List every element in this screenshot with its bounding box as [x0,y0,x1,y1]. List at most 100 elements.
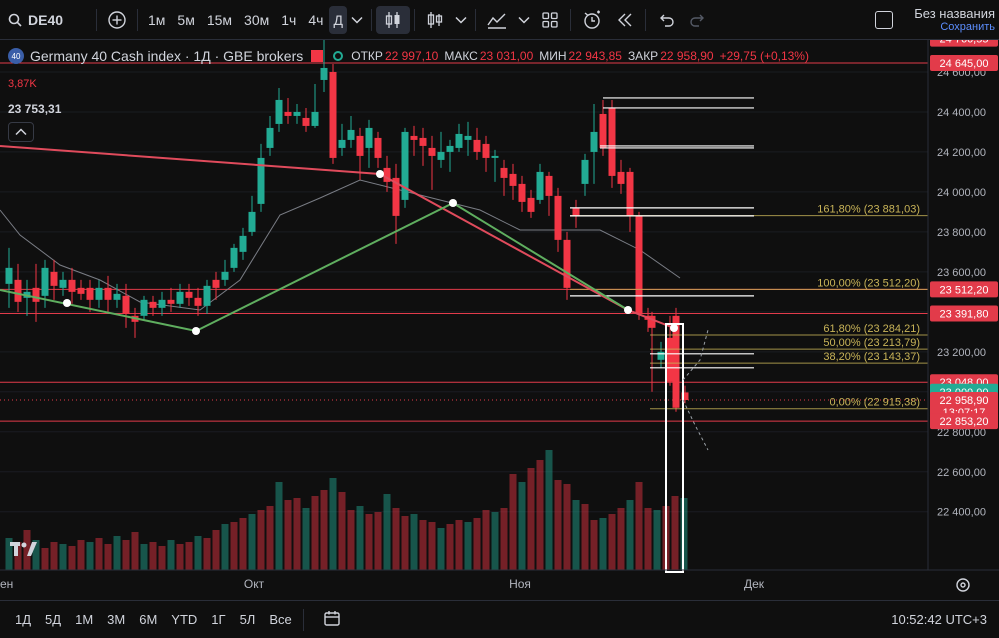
volume-bar [275,482,283,570]
save-layout-link[interactable]: Сохранить [940,21,995,33]
highlight-box [665,323,684,573]
volume-bar [617,508,625,570]
go-to-date-button[interactable] [322,608,342,631]
fib-level-label: 50,00% (23 213,79) [823,337,920,349]
candle-body [122,295,130,314]
layout-name-button[interactable]: Без названия Сохранить [914,6,995,33]
red-trend-line [0,145,675,329]
price-tick-label: 22 400,00 [937,507,986,519]
candle-body [14,279,22,302]
volume-bar [293,498,301,570]
interval-4h[interactable]: 4ч [308,11,324,28]
layout-checkbox-icon[interactable] [875,11,893,29]
range-1y[interactable]: 1Г [211,612,226,627]
market-status-icon[interactable] [333,51,344,61]
chevron-down-icon [351,16,363,24]
alert-button[interactable] [575,6,609,34]
bottom-toolbar: 1Д 5Д 1М 3М 6М YTD 1Г 5Л Все [0,600,999,638]
symbol-title[interactable]: Germany 40 Cash index · 1Д · GBE brokers [30,48,304,64]
candle-body [681,392,689,400]
interval-1m[interactable]: 1м [148,11,166,28]
chart-style-button[interactable] [419,6,451,34]
volume-bar [5,538,13,570]
indicators-button[interactable] [480,6,514,34]
interval-dropdown-button[interactable] [347,6,367,34]
candle-body [167,299,175,304]
close-value: 22 958,90 [660,49,714,63]
interval-15m[interactable]: 15м [206,11,233,28]
candle-body [284,111,292,116]
volume-bar [284,500,292,570]
redo-button[interactable] [682,6,714,34]
tradingview-logo[interactable] [10,540,38,563]
interval-1d[interactable]: Д [329,5,347,34]
volume-bar [374,512,382,570]
change-value: +29,75 (+0,13%) [719,49,809,63]
toolbar-divider [370,8,372,31]
candle-body [320,67,328,80]
price-chart[interactable]: 161,80% (23 881,03) 100,00% (23 512,20) 61… [0,40,999,600]
volume-bar [50,542,58,570]
time-tick-label: Дек [744,577,765,591]
alarm-clock-icon [584,10,600,29]
candle-body [500,167,508,178]
range-5d[interactable]: 5Д [45,612,62,627]
volume-bar [671,496,679,570]
candlesticks [5,40,689,412]
ma-line [0,179,681,311]
undo-button[interactable] [650,6,682,34]
range-6m[interactable]: 6М [139,612,158,627]
clock-display[interactable]: 10:52:42 UTC+3 [891,612,987,627]
replay-button[interactable] [609,6,641,34]
fib-level-label: 100,00% (23 512,20) [817,277,920,289]
range-1m[interactable]: 1М [75,612,94,627]
interval-1h[interactable]: 1ч [281,11,297,28]
toolbar-divider [413,8,415,31]
volume-bar [221,524,229,570]
volume-bar [239,518,247,570]
candle-body [50,271,58,286]
flag-icon[interactable] [311,50,324,62]
chevron-down-icon [518,16,530,24]
templates-button[interactable] [534,6,566,34]
range-3m[interactable]: 3М [107,612,126,627]
candles-chart-type-button[interactable] [375,5,410,34]
volume-bar [545,450,553,570]
candle-body [545,175,553,196]
range-all[interactable]: Все [269,612,292,627]
compare-symbol-button[interactable] [101,6,133,34]
candle-body [257,157,265,204]
range-1d[interactable]: 1Д [15,612,32,627]
volume-bar [464,522,472,570]
interval-30m[interactable]: 30м [244,11,270,28]
indicators-dropdown[interactable] [514,6,534,34]
candle-body [311,111,319,126]
volume-bar [77,540,85,570]
candle-body [491,155,499,158]
level-label: 23 391,80 [940,308,989,320]
chart-style-dropdown[interactable] [451,6,471,34]
volume-bar [212,530,220,570]
volume-bar [320,490,328,570]
high-value: 23 031,00 [479,49,534,63]
fib-level-label: 38,20% (23 143,37) [823,351,920,363]
calendar-icon [324,611,340,626]
range-ytd[interactable]: YTD [171,612,198,627]
candle-body [590,131,598,152]
volume-bar [158,546,166,570]
symbol-label: DE40 [28,11,64,28]
candle-body [68,279,76,292]
volume-bar [473,518,481,570]
collapse-legend-button[interactable] [8,122,34,142]
range-5y[interactable]: 5Л [239,612,256,627]
volume-bar [653,510,661,570]
candle-body [239,235,247,252]
level-label: 22 853,20 [940,416,989,428]
interval-5m[interactable]: 5м [177,11,195,28]
candle-body [419,137,427,146]
symbol-search-button[interactable]: DE40 [0,6,92,34]
volume-bar [455,520,463,570]
candle-body [347,129,355,140]
pivot-point [376,170,384,178]
